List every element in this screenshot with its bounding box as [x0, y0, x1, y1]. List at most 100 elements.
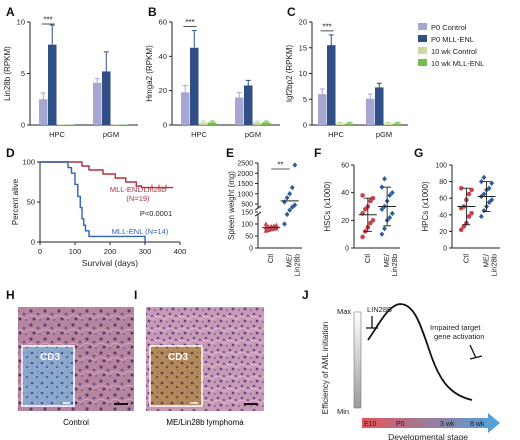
- data-point: [370, 218, 376, 223]
- data-point: [382, 176, 387, 182]
- cd3-inset-control: [21, 345, 75, 407]
- stage-p0: P0: [396, 421, 405, 428]
- data-point: [287, 207, 293, 213]
- category-label: Ctl: [266, 254, 275, 264]
- series-label-mll-enl: MLL-ENL (N=14): [112, 227, 169, 236]
- survival-line: [40, 161, 146, 242]
- data-point: [458, 185, 464, 191]
- y-tick-label: 2500: [237, 161, 253, 168]
- data-point: [284, 195, 290, 201]
- bar: [199, 122, 208, 125]
- histology-control: CD3 Control: [18, 307, 134, 427]
- y-tick-label: 0: [345, 246, 349, 253]
- cd3-inset-lymphoma: [149, 345, 203, 407]
- schematic-xlabel: Developmental stage: [388, 432, 468, 440]
- cd3-label-lymphoma: CD3: [168, 352, 188, 363]
- data-point: [489, 197, 495, 203]
- series-label-mll-enl-lin28b: MLL-ENL/Lin28b: [110, 185, 166, 194]
- schematic-min-label: Min: [337, 407, 349, 416]
- category-label: pGM: [245, 130, 261, 139]
- category-label-line: Ctl: [363, 254, 372, 264]
- bar: [208, 122, 217, 125]
- y-tick-label: 2000: [237, 171, 253, 178]
- y-tick-label: 100: [22, 158, 35, 167]
- x-tick-label: 100: [69, 247, 82, 256]
- significance-label: ***: [43, 16, 52, 25]
- x-tick-label: 0: [38, 247, 42, 256]
- dot-plot-hscs: 0 20 40 60 HSCs (x1000) Ctl ME/Lin28b: [323, 163, 400, 277]
- bar: [102, 71, 111, 125]
- data-point: [478, 213, 484, 220]
- p-value-label: P<0.0001: [140, 209, 172, 218]
- dot-plot-hpcs: 0 20 40 60 80 100 HPCs (x1000) Ctl ME/Lin28b: [421, 163, 500, 277]
- survival-curve: 0 50 100 0 100 200 300 400 Percent alive Survival…: [11, 158, 186, 269]
- category-label: pGM: [103, 130, 119, 139]
- y-tick-label: 20: [159, 86, 167, 95]
- legend-swatch-10wk-mll-enl: [418, 59, 427, 66]
- y-tick-label: 100: [241, 222, 253, 229]
- data-point: [292, 162, 298, 168]
- y-tick-label: 150: [241, 210, 253, 217]
- stage-3wk: 3 wk: [440, 421, 455, 428]
- y-axis-title: Lin28b (RPKM): [3, 46, 12, 101]
- panel-letter-c: C: [287, 5, 296, 19]
- data-point: [379, 206, 385, 212]
- category-label: ME/Lin28b: [285, 253, 302, 276]
- category-label-line: Ctl: [266, 254, 275, 264]
- legend: P0 Control P0 MLL-ENL 10 wk Control 10 w…: [418, 23, 484, 68]
- y-axis-title: Percent alive: [11, 178, 20, 225]
- x-tick-label: 400: [174, 247, 187, 256]
- category-label-line: ME/: [482, 253, 491, 267]
- y-tick-label: 1000: [237, 191, 253, 198]
- data-point: [458, 227, 464, 233]
- y-tick-label: 50: [27, 198, 35, 207]
- y-tick-label: 20: [439, 229, 447, 236]
- bar-chart-igf2bp2: 0 5 10 15 20 Igf2bp2 (RPKM) HPC *** pGM: [285, 18, 408, 139]
- bar: [375, 87, 384, 125]
- data-point: [486, 199, 492, 206]
- schematic-max-label: Max: [337, 307, 351, 316]
- y-tick-label: 10: [299, 69, 307, 78]
- category-label-line: Lin28b: [293, 254, 302, 277]
- y-tick-label: 40: [439, 212, 447, 219]
- bar-chart-hmga2: 0 20 40 60 Hmga2 (RPKM) HPC *** pGM: [145, 18, 280, 139]
- bar: [244, 85, 253, 125]
- histology-lymphoma: CD3 ME/Lin28b lymphoma: [146, 307, 264, 427]
- category-label: HPC: [191, 130, 207, 139]
- data-point: [360, 234, 365, 240]
- y-axis-title: HPCs (x1000): [421, 181, 430, 232]
- impaired-label-line2: gene activation: [434, 332, 484, 341]
- developmental-stage-arrow: [362, 413, 500, 433]
- significance-label: ***: [185, 18, 194, 27]
- category-label: pGM: [376, 130, 392, 139]
- bar: [190, 47, 199, 125]
- legend-label-10wk-mll-enl: 10 wk MLL-ENL: [431, 59, 484, 68]
- caption-control: Control: [63, 418, 89, 427]
- y-tick-label: 100: [435, 163, 447, 170]
- legend-label-p0-control: P0 Control: [431, 23, 467, 32]
- bar: [336, 123, 345, 125]
- y-tick-label: 0: [443, 246, 447, 253]
- bar: [393, 123, 402, 125]
- y-tick-label: 0: [303, 121, 307, 130]
- y-tick-label: 0: [21, 121, 25, 130]
- y-axis-title: HSCs (x1000): [323, 181, 332, 232]
- legend-swatch-p0-mll-enl: [418, 35, 427, 42]
- category-label: Ctl: [461, 254, 470, 264]
- y-tick-label: 20: [341, 218, 349, 225]
- panel-letter-j: J: [302, 288, 309, 302]
- bar: [253, 122, 262, 125]
- y-tick-label: 60: [439, 196, 447, 203]
- category-label: HPC: [49, 130, 65, 139]
- data-point: [478, 178, 484, 185]
- bar: [345, 123, 354, 125]
- panel-letter-d: D: [6, 146, 15, 160]
- y-tick-label: 10: [17, 18, 25, 27]
- data-point: [461, 224, 467, 229]
- data-point: [370, 195, 376, 201]
- category-label-line: ME/: [382, 253, 391, 267]
- panel-letter-h: H: [6, 288, 15, 302]
- panel-letter-a: A: [6, 5, 15, 19]
- category-label-line: Ctl: [461, 254, 470, 264]
- significance-label: ***: [322, 22, 331, 31]
